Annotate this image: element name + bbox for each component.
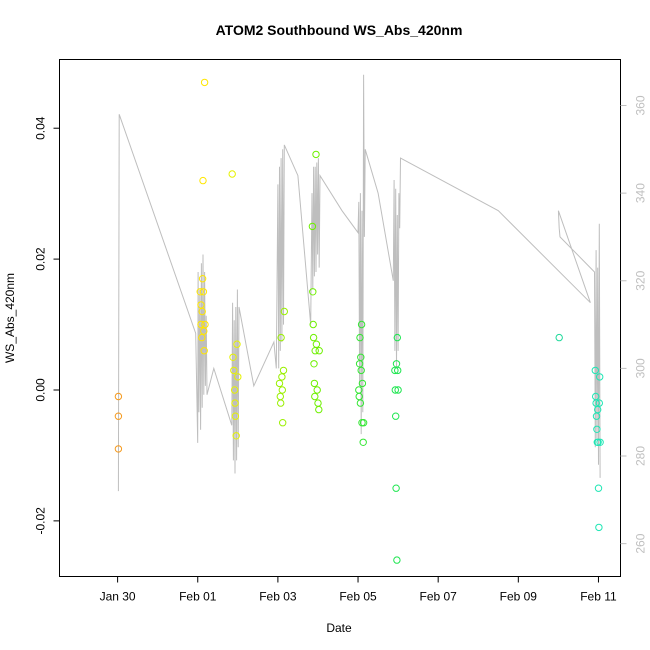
data-point <box>200 78 209 87</box>
y2-tick-label: 260 <box>634 533 648 553</box>
data-point <box>231 399 239 407</box>
data-point <box>199 176 207 185</box>
data-point <box>230 386 239 394</box>
y-tick-label: 0.00 <box>34 378 48 402</box>
x-tick-label: Feb 09 <box>500 590 538 604</box>
data-point <box>199 288 208 296</box>
data-point <box>310 360 318 368</box>
data-point <box>392 412 400 420</box>
x-tick-label: Feb 11 <box>580 590 617 604</box>
data-point <box>309 333 318 342</box>
data-point <box>314 399 322 407</box>
data-point <box>201 320 209 329</box>
data-point <box>596 438 604 446</box>
data-point <box>198 333 206 342</box>
x-tick-label: Feb 07 <box>419 590 457 604</box>
data-point <box>313 386 321 394</box>
plot-frame <box>59 59 621 577</box>
data-point <box>275 379 284 388</box>
data-point <box>315 347 323 355</box>
data-point <box>359 438 367 446</box>
data-point <box>198 275 207 283</box>
series-line-layer <box>117 74 601 492</box>
data-point <box>591 366 599 375</box>
data-point <box>277 333 285 342</box>
data-point <box>594 484 603 492</box>
data-point <box>356 333 364 342</box>
data-point <box>315 405 323 414</box>
points-layer <box>114 78 604 564</box>
data-point <box>228 170 236 178</box>
data-point <box>309 320 317 329</box>
data-point <box>114 445 123 453</box>
data-point <box>278 373 286 381</box>
data-point <box>198 307 206 316</box>
data-point <box>229 353 237 361</box>
data-point <box>393 333 401 342</box>
data-point <box>276 392 284 401</box>
x-tick-label: Feb 01 <box>179 590 217 604</box>
data-point <box>358 379 367 388</box>
data-point <box>310 379 319 388</box>
data-point <box>279 419 287 427</box>
data-point <box>357 366 365 375</box>
data-point <box>200 347 208 355</box>
data-point <box>114 392 123 401</box>
data-point <box>357 320 366 329</box>
y-tick-label: 0.02 <box>34 247 48 271</box>
data-point <box>234 373 242 381</box>
x-tick-label: Feb 05 <box>339 590 377 604</box>
y2-tick-label: 320 <box>634 270 648 290</box>
data-point <box>196 288 204 296</box>
data-point <box>197 320 205 329</box>
data-point <box>357 353 365 361</box>
y2-tick-label: 360 <box>634 95 648 115</box>
data-point <box>279 366 288 375</box>
data-point <box>278 386 286 394</box>
x-axis: Jan 30 Feb 01 Feb 03 Feb 05 Feb 07 Feb 09 Feb … <box>100 576 617 604</box>
data-point <box>309 288 317 296</box>
data-point <box>231 412 240 420</box>
data-point <box>394 386 402 394</box>
x-tick-label: Feb 03 <box>259 590 297 604</box>
x-axis-label: Date <box>326 621 352 635</box>
data-point <box>596 373 604 381</box>
data-point <box>308 222 317 231</box>
data-point <box>595 399 603 407</box>
data-point <box>595 523 603 532</box>
data-point <box>232 432 240 440</box>
y-tick-label: -0.02 <box>34 507 48 535</box>
y-axis-label: WS_Abs_420nm <box>3 273 17 363</box>
y-tick-label: 0.04 <box>34 116 48 140</box>
data-point <box>312 340 321 348</box>
data-point <box>392 484 400 492</box>
data-point <box>359 419 368 427</box>
data-point <box>280 307 288 316</box>
y-axis-right: 260 280 300 320 340 360 <box>620 95 648 554</box>
y2-tick-label: 340 <box>634 183 648 203</box>
data-point <box>230 366 238 375</box>
data-point <box>391 366 399 375</box>
data-point <box>312 150 320 159</box>
data-point <box>593 425 601 433</box>
y2-tick-label: 280 <box>634 446 648 466</box>
x-tick-label: Jan 30 <box>100 590 136 604</box>
data-point <box>393 556 401 564</box>
chart-title: ATOM2 Southbound WS_Abs_420nm <box>216 22 463 38</box>
data-point <box>594 438 602 446</box>
data-point <box>114 412 123 420</box>
data-point <box>277 399 285 407</box>
data-point <box>233 340 241 348</box>
right-axis-series-line <box>117 74 601 492</box>
data-point <box>311 392 319 401</box>
data-point <box>394 366 402 375</box>
y-axis-left: -0.02 0.00 0.02 0.04 <box>34 116 60 535</box>
y2-tick-label: 300 <box>634 358 648 378</box>
data-point <box>391 386 399 394</box>
data-point <box>356 399 365 407</box>
data-point <box>555 333 563 342</box>
